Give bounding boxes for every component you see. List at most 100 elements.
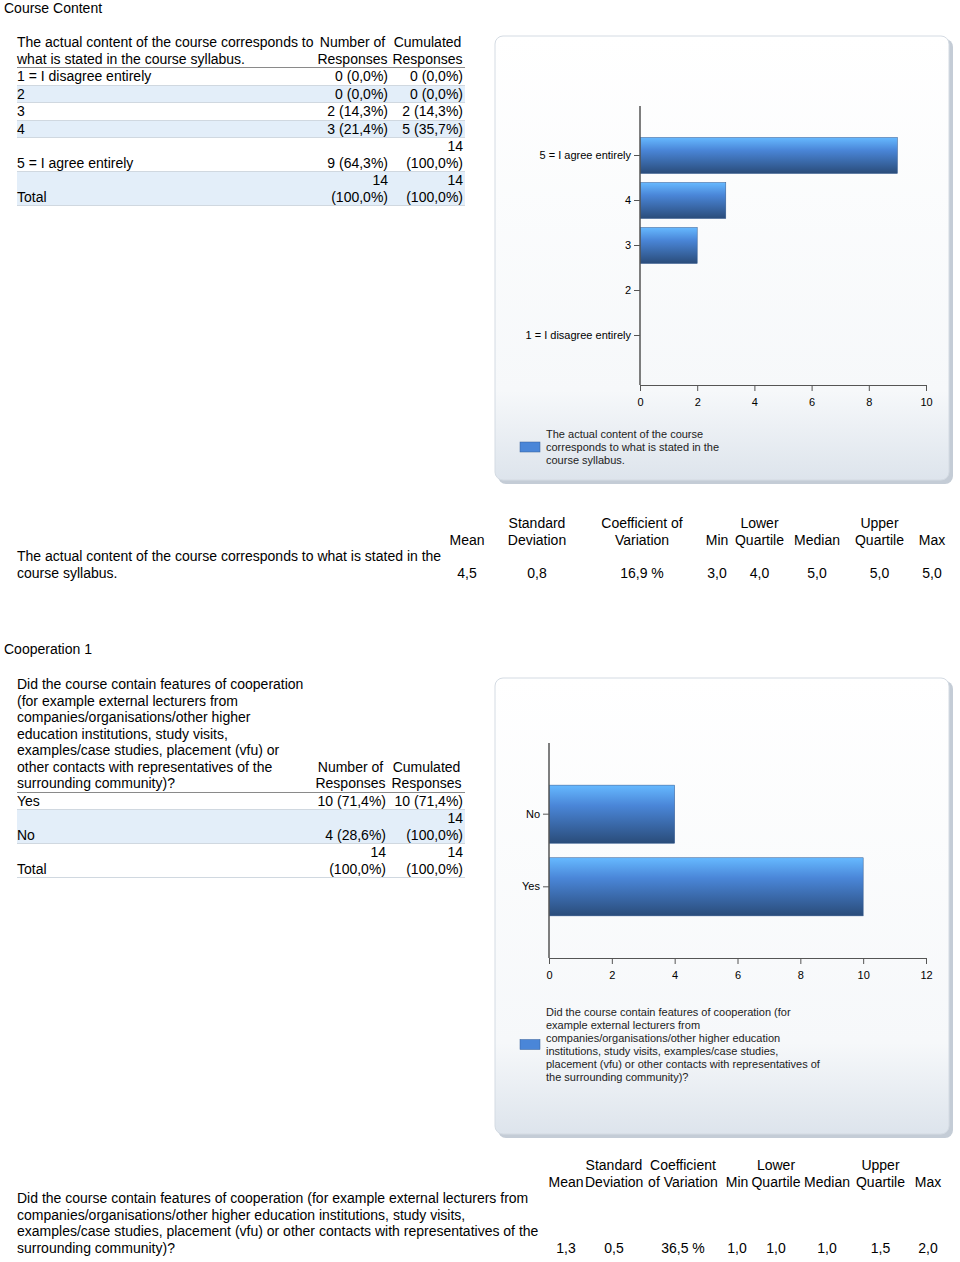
tick-mark bbox=[549, 958, 550, 964]
legend-line: The actual content of the course bbox=[546, 428, 703, 440]
stats-header-cell: Standard Deviation bbox=[492, 515, 582, 548]
tick: 4 bbox=[672, 958, 678, 981]
tick-label: 2 bbox=[695, 396, 701, 408]
tick-mark bbox=[543, 814, 549, 815]
stats-header-cell: Max bbox=[912, 515, 952, 548]
tick-mark bbox=[640, 385, 641, 391]
legend-swatch bbox=[520, 1040, 540, 1050]
panel bbox=[495, 678, 949, 1134]
table-cell: 1 = I disagree entirely bbox=[17, 68, 315, 86]
tick: 5 = I agree entirely bbox=[540, 149, 640, 161]
table-cell: 4 (28,6%) bbox=[313, 810, 388, 844]
tick-mark bbox=[697, 385, 698, 391]
legend-line: placement (vfu) or other contacts with r… bbox=[546, 1058, 821, 1070]
legend-line: companies/organisations/other higher edu… bbox=[546, 1032, 780, 1044]
stats-header-cell: Median bbox=[787, 515, 847, 548]
table-cell: 14 (100,0%) bbox=[390, 138, 465, 172]
stats-cell: 1,0 bbox=[801, 1190, 853, 1256]
tick-mark bbox=[738, 958, 739, 964]
chart: 0 2 4 6 8 10 1 = I disagree entirely 2 3 4 5 = I a… bbox=[495, 36, 953, 484]
table-header-cell: The actual content of the course corresp… bbox=[17, 34, 315, 68]
stats-header-cell: Standard Deviation bbox=[585, 1157, 643, 1190]
table-cell: 10 (71,4%) bbox=[388, 792, 465, 810]
tick-label: 0 bbox=[637, 396, 643, 408]
table-cell: Total bbox=[17, 844, 313, 878]
stats-cell: 16,9 % bbox=[582, 548, 702, 581]
statistics-table: MeanStandard DeviationCoefficient of Var… bbox=[17, 515, 952, 581]
stats-cell: 5,0 bbox=[847, 548, 912, 581]
legend: The actual content of the coursecorrespo… bbox=[520, 428, 719, 466]
tick-label: 0 bbox=[546, 969, 552, 981]
bars bbox=[640, 138, 897, 264]
table-header-row: Did the course contain features of coope… bbox=[17, 676, 465, 792]
legend-line: the surrounding community)? bbox=[546, 1071, 688, 1083]
tick-mark bbox=[612, 958, 613, 964]
table-row: 20 (0,0%)0 (0,0%) bbox=[17, 85, 465, 103]
stats-header-cell: Mean bbox=[547, 1157, 585, 1190]
tick-mark bbox=[754, 385, 755, 391]
tick-mark bbox=[926, 958, 927, 964]
tick-mark bbox=[634, 200, 640, 201]
tick: 10 bbox=[920, 385, 932, 408]
table-header-cell: Number of Responses bbox=[315, 34, 390, 68]
table-row: Yes10 (71,4%)10 (71,4%) bbox=[17, 792, 465, 810]
tick-mark bbox=[543, 886, 549, 887]
legend: Did the course contain features of coope… bbox=[520, 1006, 821, 1083]
legend-line: institutions, study visits, examples/cas… bbox=[546, 1045, 778, 1057]
tick-label: 4 bbox=[672, 969, 678, 981]
tick: 2 bbox=[609, 958, 615, 981]
tick-label: 8 bbox=[798, 969, 804, 981]
tick-label: 1 = I disagree entirely bbox=[526, 329, 632, 341]
stats-label: Did the course contain features of coope… bbox=[17, 1190, 547, 1256]
tick-label: 4 bbox=[625, 194, 631, 206]
table-cell: 14 (100,0%) bbox=[390, 172, 465, 206]
axis-line bbox=[641, 385, 927, 386]
legend-line: Did the course contain features of coope… bbox=[546, 1006, 791, 1018]
tick-mark bbox=[634, 245, 640, 246]
tick: 1 = I disagree entirely bbox=[526, 329, 640, 341]
tick-label: 2 bbox=[625, 284, 631, 296]
tick-mark bbox=[675, 958, 676, 964]
stats-header-blank bbox=[17, 515, 442, 548]
stats-header-row: MeanStandard DeviationCoefficient of Var… bbox=[17, 1157, 948, 1190]
x-axis: 0246810 bbox=[637, 385, 932, 408]
table-cell: 5 = I agree entirely bbox=[17, 138, 315, 172]
bar bbox=[640, 228, 697, 264]
stats-header-cell: Median bbox=[801, 1157, 853, 1190]
stats-header-cell: Lower Quartile bbox=[751, 1157, 801, 1190]
y-axis: 1 = I disagree entirely 2 3 4 5 = I agree en… bbox=[526, 106, 640, 385]
statistics-table: MeanStandard DeviationCoefficient of Var… bbox=[17, 1157, 948, 1256]
stats-cell: 3,0 bbox=[702, 548, 732, 581]
y-axis: YesNo bbox=[522, 743, 549, 958]
tick: 0 bbox=[546, 958, 552, 981]
tick-mark bbox=[634, 335, 640, 336]
tick-mark bbox=[869, 385, 870, 391]
table-row: 32 (14,3%)2 (14,3%) bbox=[17, 103, 465, 121]
table-cell: Total bbox=[17, 172, 315, 206]
tick-label: 8 bbox=[866, 396, 872, 408]
stats-header-cell: Coefficient of Variation bbox=[582, 515, 702, 548]
table-cell: 0 (0,0%) bbox=[390, 68, 465, 86]
tick-mark bbox=[863, 958, 864, 964]
table-row: 1 = I disagree entirely0 (0,0%)0 (0,0%) bbox=[17, 68, 465, 86]
tick-label: 2 bbox=[609, 969, 615, 981]
x-axis: 024681012 bbox=[546, 958, 932, 981]
table-row: No4 (28,6%)14 (100,0%) bbox=[17, 810, 465, 844]
tick: 8 bbox=[866, 385, 872, 408]
table-cell: 5 (35,7%) bbox=[390, 120, 465, 138]
table-cell: 0 (0,0%) bbox=[315, 68, 390, 86]
table-row: Total14 (100,0%)14 (100,0%) bbox=[17, 172, 465, 206]
stats-label: The actual content of the course corresp… bbox=[17, 548, 442, 581]
tick-mark bbox=[926, 385, 927, 391]
stats-cell: 4,0 bbox=[732, 548, 787, 581]
table-header-cell: Number of Responses bbox=[313, 676, 388, 792]
tick-mark bbox=[634, 290, 640, 291]
bar bbox=[640, 183, 726, 219]
tick-mark bbox=[812, 385, 813, 391]
table-cell: 0 (0,0%) bbox=[315, 85, 390, 103]
table-header-cell: Cumulated Responses bbox=[388, 676, 465, 792]
stats-header-cell: Upper Quartile bbox=[847, 515, 912, 548]
tick: 3 bbox=[625, 239, 640, 251]
stats-cell: 1,5 bbox=[853, 1190, 908, 1256]
tick: 6 bbox=[809, 385, 815, 408]
